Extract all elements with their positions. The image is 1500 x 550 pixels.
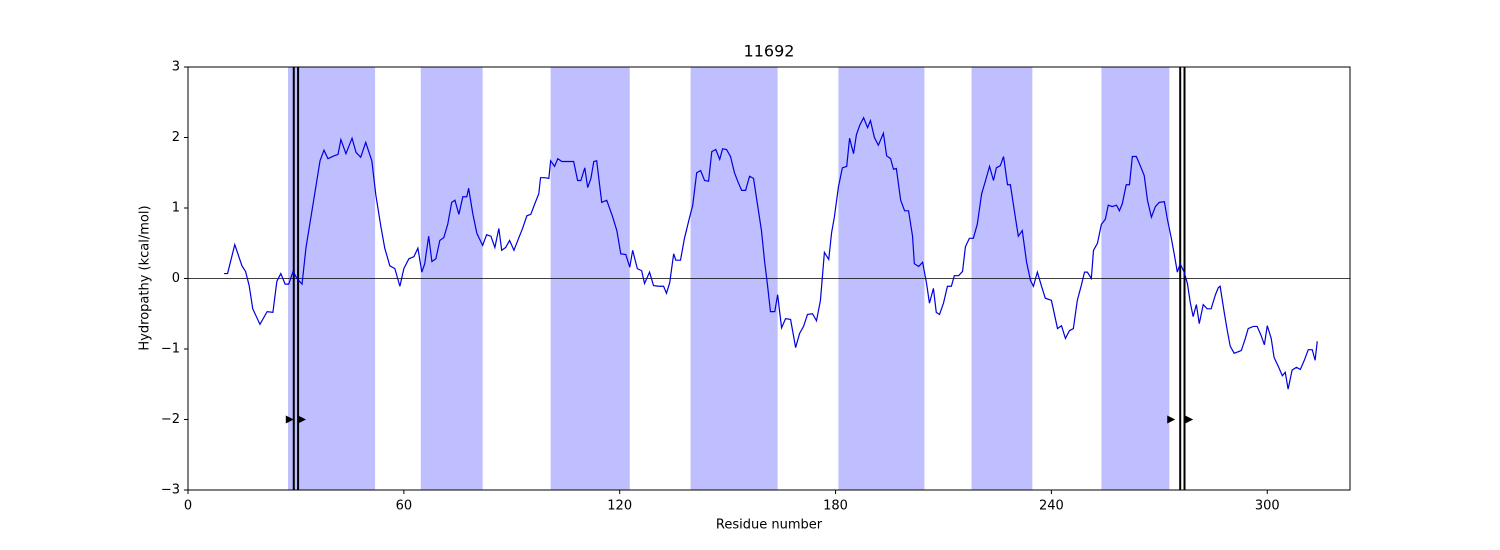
arrow-marker <box>1185 415 1194 424</box>
x-tick-label: 60 <box>396 499 413 514</box>
x-tick-label: 180 <box>823 499 848 514</box>
arrow-marker <box>298 415 307 424</box>
y-tick-label: −2 <box>161 412 180 427</box>
y-tick-label: −1 <box>161 342 180 357</box>
arrow-marker <box>285 415 294 424</box>
x-tick-label: 300 <box>1255 499 1280 514</box>
arrow-marker <box>1167 415 1176 424</box>
y-axis-label: Hydropathy (kcal/mol) <box>138 205 153 350</box>
y-tick-label: 3 <box>172 60 180 75</box>
x-axis-label: Residue number <box>716 518 823 533</box>
x-tick-label: 120 <box>607 499 632 514</box>
y-tick-label: −3 <box>161 483 180 498</box>
y-tick-label: 0 <box>172 271 180 286</box>
x-tick-label: 0 <box>184 499 192 514</box>
y-tick-label: 1 <box>172 201 180 216</box>
data-line <box>223 116 1318 390</box>
chart-title: 11692 <box>744 42 795 61</box>
y-tick-label: 2 <box>172 130 180 145</box>
x-tick-label: 240 <box>1039 499 1064 514</box>
